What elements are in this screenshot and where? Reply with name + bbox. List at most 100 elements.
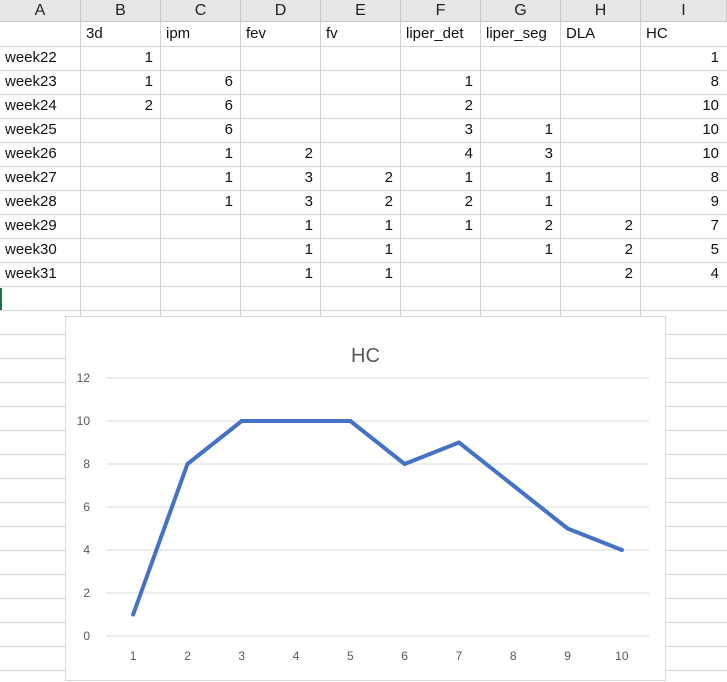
value-cell[interactable]: 1 bbox=[544, 241, 553, 258]
value-cell[interactable]: 1 bbox=[544, 169, 553, 186]
value-cell[interactable] bbox=[561, 94, 641, 118]
value-cell[interactable]: 6 bbox=[224, 121, 233, 138]
value-cell[interactable]: 9 bbox=[710, 193, 719, 210]
value-cell[interactable]: 1 bbox=[710, 49, 719, 66]
value-cell[interactable]: 1 bbox=[464, 73, 473, 90]
value-cell[interactable]: 10 bbox=[702, 145, 719, 162]
value-cell[interactable] bbox=[561, 70, 641, 94]
value-cell[interactable]: 1 bbox=[144, 73, 153, 90]
value-cell[interactable] bbox=[321, 142, 401, 166]
column-header-F[interactable]: F bbox=[401, 0, 481, 22]
value-cell[interactable]: 1 bbox=[304, 265, 313, 282]
value-cell[interactable]: 1 bbox=[544, 121, 553, 138]
header-cell[interactable]: fv bbox=[326, 25, 338, 42]
value-cell[interactable] bbox=[481, 94, 561, 118]
value-cell[interactable]: 6 bbox=[224, 73, 233, 90]
value-cell[interactable]: 3 bbox=[544, 145, 553, 162]
header-cell[interactable]: HC bbox=[646, 25, 668, 42]
value-cell[interactable] bbox=[81, 142, 161, 166]
value-cell[interactable]: 2 bbox=[624, 241, 633, 258]
value-cell[interactable]: 2 bbox=[384, 169, 393, 186]
value-cell[interactable] bbox=[561, 166, 641, 190]
value-cell[interactable] bbox=[161, 214, 241, 238]
value-cell[interactable] bbox=[401, 262, 481, 286]
value-cell[interactable] bbox=[161, 262, 241, 286]
column-header-B[interactable]: B bbox=[81, 0, 161, 22]
value-cell[interactable]: 4 bbox=[710, 265, 719, 282]
value-cell[interactable]: 10 bbox=[702, 121, 719, 138]
row-label-cell[interactable]: week28 bbox=[5, 193, 57, 210]
row-label-cell[interactable]: week24 bbox=[5, 97, 57, 114]
value-cell[interactable] bbox=[241, 94, 321, 118]
value-cell[interactable]: 2 bbox=[464, 193, 473, 210]
value-cell[interactable] bbox=[161, 46, 241, 70]
value-cell[interactable]: 3 bbox=[304, 169, 313, 186]
value-cell[interactable] bbox=[481, 70, 561, 94]
value-cell[interactable] bbox=[561, 46, 641, 70]
column-header-A[interactable]: A bbox=[0, 0, 81, 22]
value-cell[interactable]: 1 bbox=[144, 49, 153, 66]
value-cell[interactable] bbox=[81, 118, 161, 142]
header-cell[interactable] bbox=[0, 22, 81, 46]
column-header-C[interactable]: C bbox=[161, 0, 241, 22]
value-cell[interactable]: 2 bbox=[544, 217, 553, 234]
value-cell[interactable]: 1 bbox=[304, 217, 313, 234]
value-cell[interactable]: 3 bbox=[304, 193, 313, 210]
header-cell[interactable]: 3d bbox=[86, 25, 103, 42]
row-label-cell[interactable]: week22 bbox=[5, 49, 57, 66]
value-cell[interactable]: 1 bbox=[464, 169, 473, 186]
value-cell[interactable]: 2 bbox=[464, 97, 473, 114]
value-cell[interactable]: 3 bbox=[464, 121, 473, 138]
header-cell[interactable]: liper_seg bbox=[486, 25, 547, 42]
value-cell[interactable] bbox=[241, 46, 321, 70]
value-cell[interactable] bbox=[241, 70, 321, 94]
row-label-cell[interactable]: week30 bbox=[5, 241, 57, 258]
value-cell[interactable]: 10 bbox=[702, 97, 719, 114]
value-cell[interactable] bbox=[401, 238, 481, 262]
value-cell[interactable] bbox=[241, 118, 321, 142]
value-cell[interactable]: 7 bbox=[710, 217, 719, 234]
header-cell[interactable]: ipm bbox=[166, 25, 191, 42]
column-header-D[interactable]: D bbox=[241, 0, 321, 22]
column-header-G[interactable]: G bbox=[481, 0, 561, 22]
value-cell[interactable]: 6 bbox=[224, 97, 233, 114]
column-header-I[interactable]: I bbox=[641, 0, 727, 22]
value-cell[interactable]: 5 bbox=[710, 241, 719, 258]
value-cell[interactable]: 1 bbox=[224, 145, 233, 162]
value-cell[interactable]: 1 bbox=[384, 241, 393, 258]
value-cell[interactable]: 2 bbox=[304, 145, 313, 162]
value-cell[interactable] bbox=[81, 262, 161, 286]
row-label-cell[interactable]: week25 bbox=[5, 121, 57, 138]
value-cell[interactable] bbox=[81, 190, 161, 214]
value-cell[interactable] bbox=[161, 238, 241, 262]
value-cell[interactable]: 2 bbox=[624, 217, 633, 234]
value-cell[interactable] bbox=[561, 142, 641, 166]
value-cell[interactable] bbox=[401, 46, 481, 70]
header-cell[interactable]: liper_det bbox=[406, 25, 464, 42]
row-label-cell[interactable]: week26 bbox=[5, 145, 57, 162]
value-cell[interactable]: 2 bbox=[624, 265, 633, 282]
header-cell[interactable]: fev bbox=[246, 25, 267, 42]
value-cell[interactable]: 1 bbox=[464, 217, 473, 234]
value-cell[interactable] bbox=[321, 70, 401, 94]
value-cell[interactable]: 1 bbox=[384, 265, 393, 282]
value-cell[interactable]: 8 bbox=[710, 73, 719, 90]
value-cell[interactable] bbox=[561, 190, 641, 214]
hc-line-chart[interactable]: HC 0 2 4 6 8 10 12 1 2 3 4 5 6 7 8 9 10 bbox=[65, 316, 666, 681]
value-cell[interactable] bbox=[321, 46, 401, 70]
row-label-cell[interactable]: week23 bbox=[5, 73, 57, 90]
value-cell[interactable]: 4 bbox=[464, 145, 473, 162]
value-cell[interactable] bbox=[321, 94, 401, 118]
header-cell[interactable]: DLA bbox=[566, 25, 596, 42]
value-cell[interactable]: 2 bbox=[144, 97, 153, 114]
value-cell[interactable]: 8 bbox=[710, 169, 719, 186]
value-cell[interactable]: 1 bbox=[224, 193, 233, 210]
row-label-cell[interactable]: week31 bbox=[5, 265, 57, 282]
value-cell[interactable] bbox=[481, 262, 561, 286]
value-cell[interactable]: 2 bbox=[384, 193, 393, 210]
value-cell[interactable]: 1 bbox=[304, 241, 313, 258]
value-cell[interactable] bbox=[81, 166, 161, 190]
value-cell[interactable] bbox=[481, 46, 561, 70]
row-label-cell[interactable]: week29 bbox=[5, 217, 57, 234]
column-header-H[interactable]: H bbox=[561, 0, 641, 22]
